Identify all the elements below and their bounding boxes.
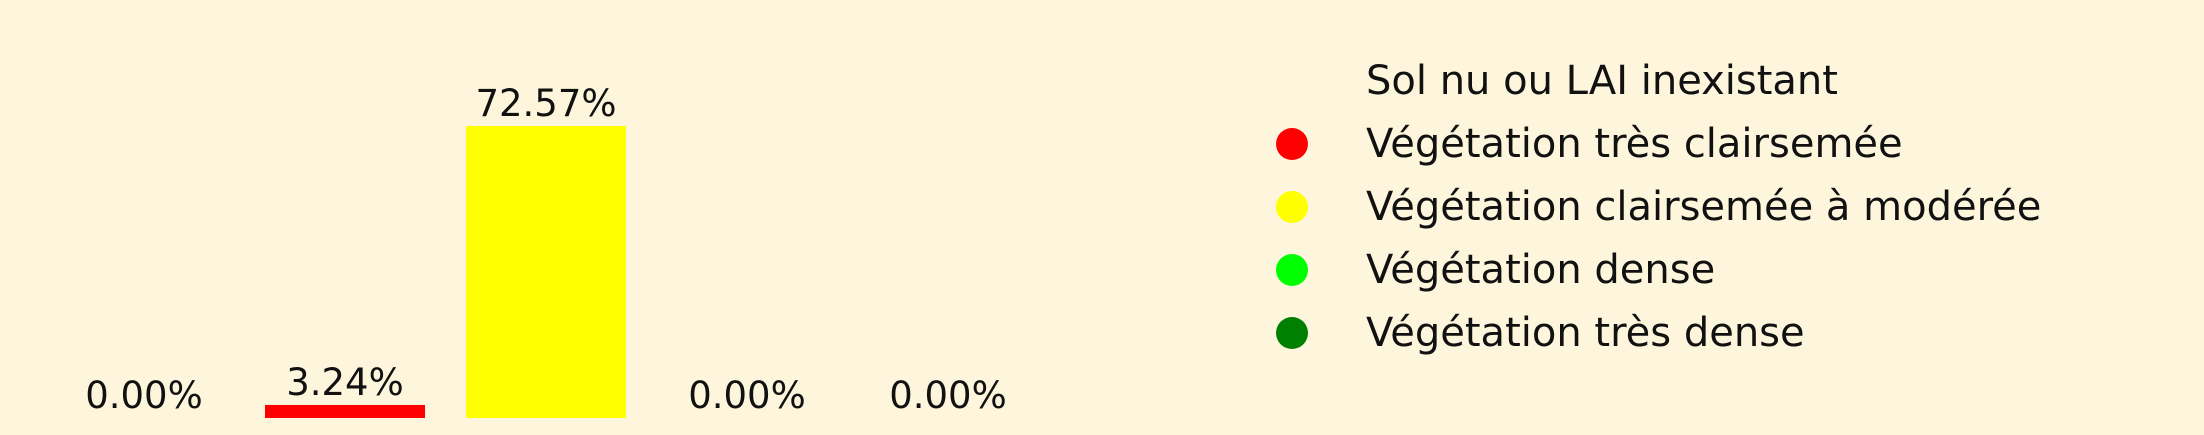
bar-value-label-3: 72.57% xyxy=(475,82,616,125)
legend-item-2: Végétation très clairsemée xyxy=(1260,120,2041,167)
legend-item-1: Sol nu ou LAI inexistant xyxy=(1260,57,2041,104)
legend-marker-1 xyxy=(1276,64,1308,97)
bar-2 xyxy=(265,404,425,418)
bar-value-label-2: 3.24% xyxy=(286,361,404,404)
legend-marker-5 xyxy=(1276,316,1308,349)
legend-label-1: Sol nu ou LAI inexistant xyxy=(1366,57,1838,104)
legend-label-2: Végétation très clairsemée xyxy=(1366,120,1903,167)
legend-marker-2 xyxy=(1276,127,1308,160)
legend-item-3: Végétation clairsemée à modérée xyxy=(1260,183,2042,230)
legend-label-4: Végétation dense xyxy=(1366,246,1716,293)
bar-value-label-5: 0.00% xyxy=(889,374,1007,417)
bar-3 xyxy=(466,126,626,418)
legend-label-3: Végétation clairsemée à modérée xyxy=(1366,183,2042,230)
bar-value-label-1: 0.00% xyxy=(85,374,203,417)
chart-legend: Sol nu ou LAI inexistant Végétation très … xyxy=(1260,57,2042,356)
legend-item-4: Végétation dense xyxy=(1260,246,2041,293)
legend-label-5: Végétation très dense xyxy=(1366,309,1805,356)
legend-item-5: Végétation très dense xyxy=(1260,309,2041,356)
bar-value-label-4: 0.00% xyxy=(688,374,806,417)
legend-marker-3 xyxy=(1276,190,1308,223)
chart-plot-area: 0.00% 3.24% 72.57% 0.00% 0.00% xyxy=(85,82,1007,418)
legend-marker-4 xyxy=(1276,253,1308,286)
